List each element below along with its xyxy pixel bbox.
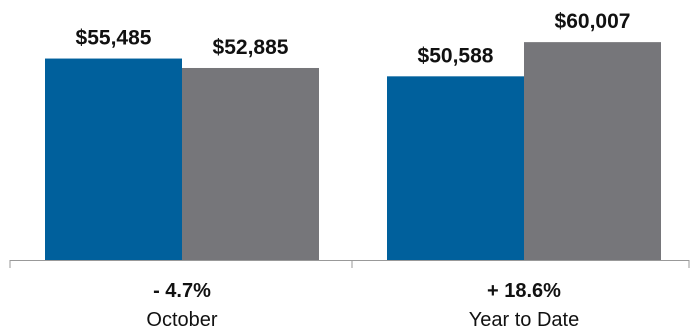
category-label: Year to Date <box>469 309 579 331</box>
value-label: $50,588 <box>418 44 494 67</box>
bar-2-2 <box>524 42 661 260</box>
change-label: + 18.6% <box>487 280 561 302</box>
x-axis <box>9 260 690 268</box>
category-label: October <box>146 309 217 331</box>
category-labels-layer: - 4.7% October + 18.6% Year to Date <box>146 280 579 331</box>
bar-1-2 <box>182 67 319 260</box>
bar-2-1 <box>387 76 524 260</box>
value-label: $52,885 <box>213 36 289 59</box>
value-labels-layer: $55,485 $52,885 $50,588 $60,007 <box>76 10 631 67</box>
bars-layer <box>45 42 661 260</box>
value-label: $60,007 <box>555 10 631 33</box>
value-label: $55,485 <box>76 27 152 50</box>
bar-1-1 <box>45 58 182 260</box>
change-label: - 4.7% <box>153 280 211 302</box>
